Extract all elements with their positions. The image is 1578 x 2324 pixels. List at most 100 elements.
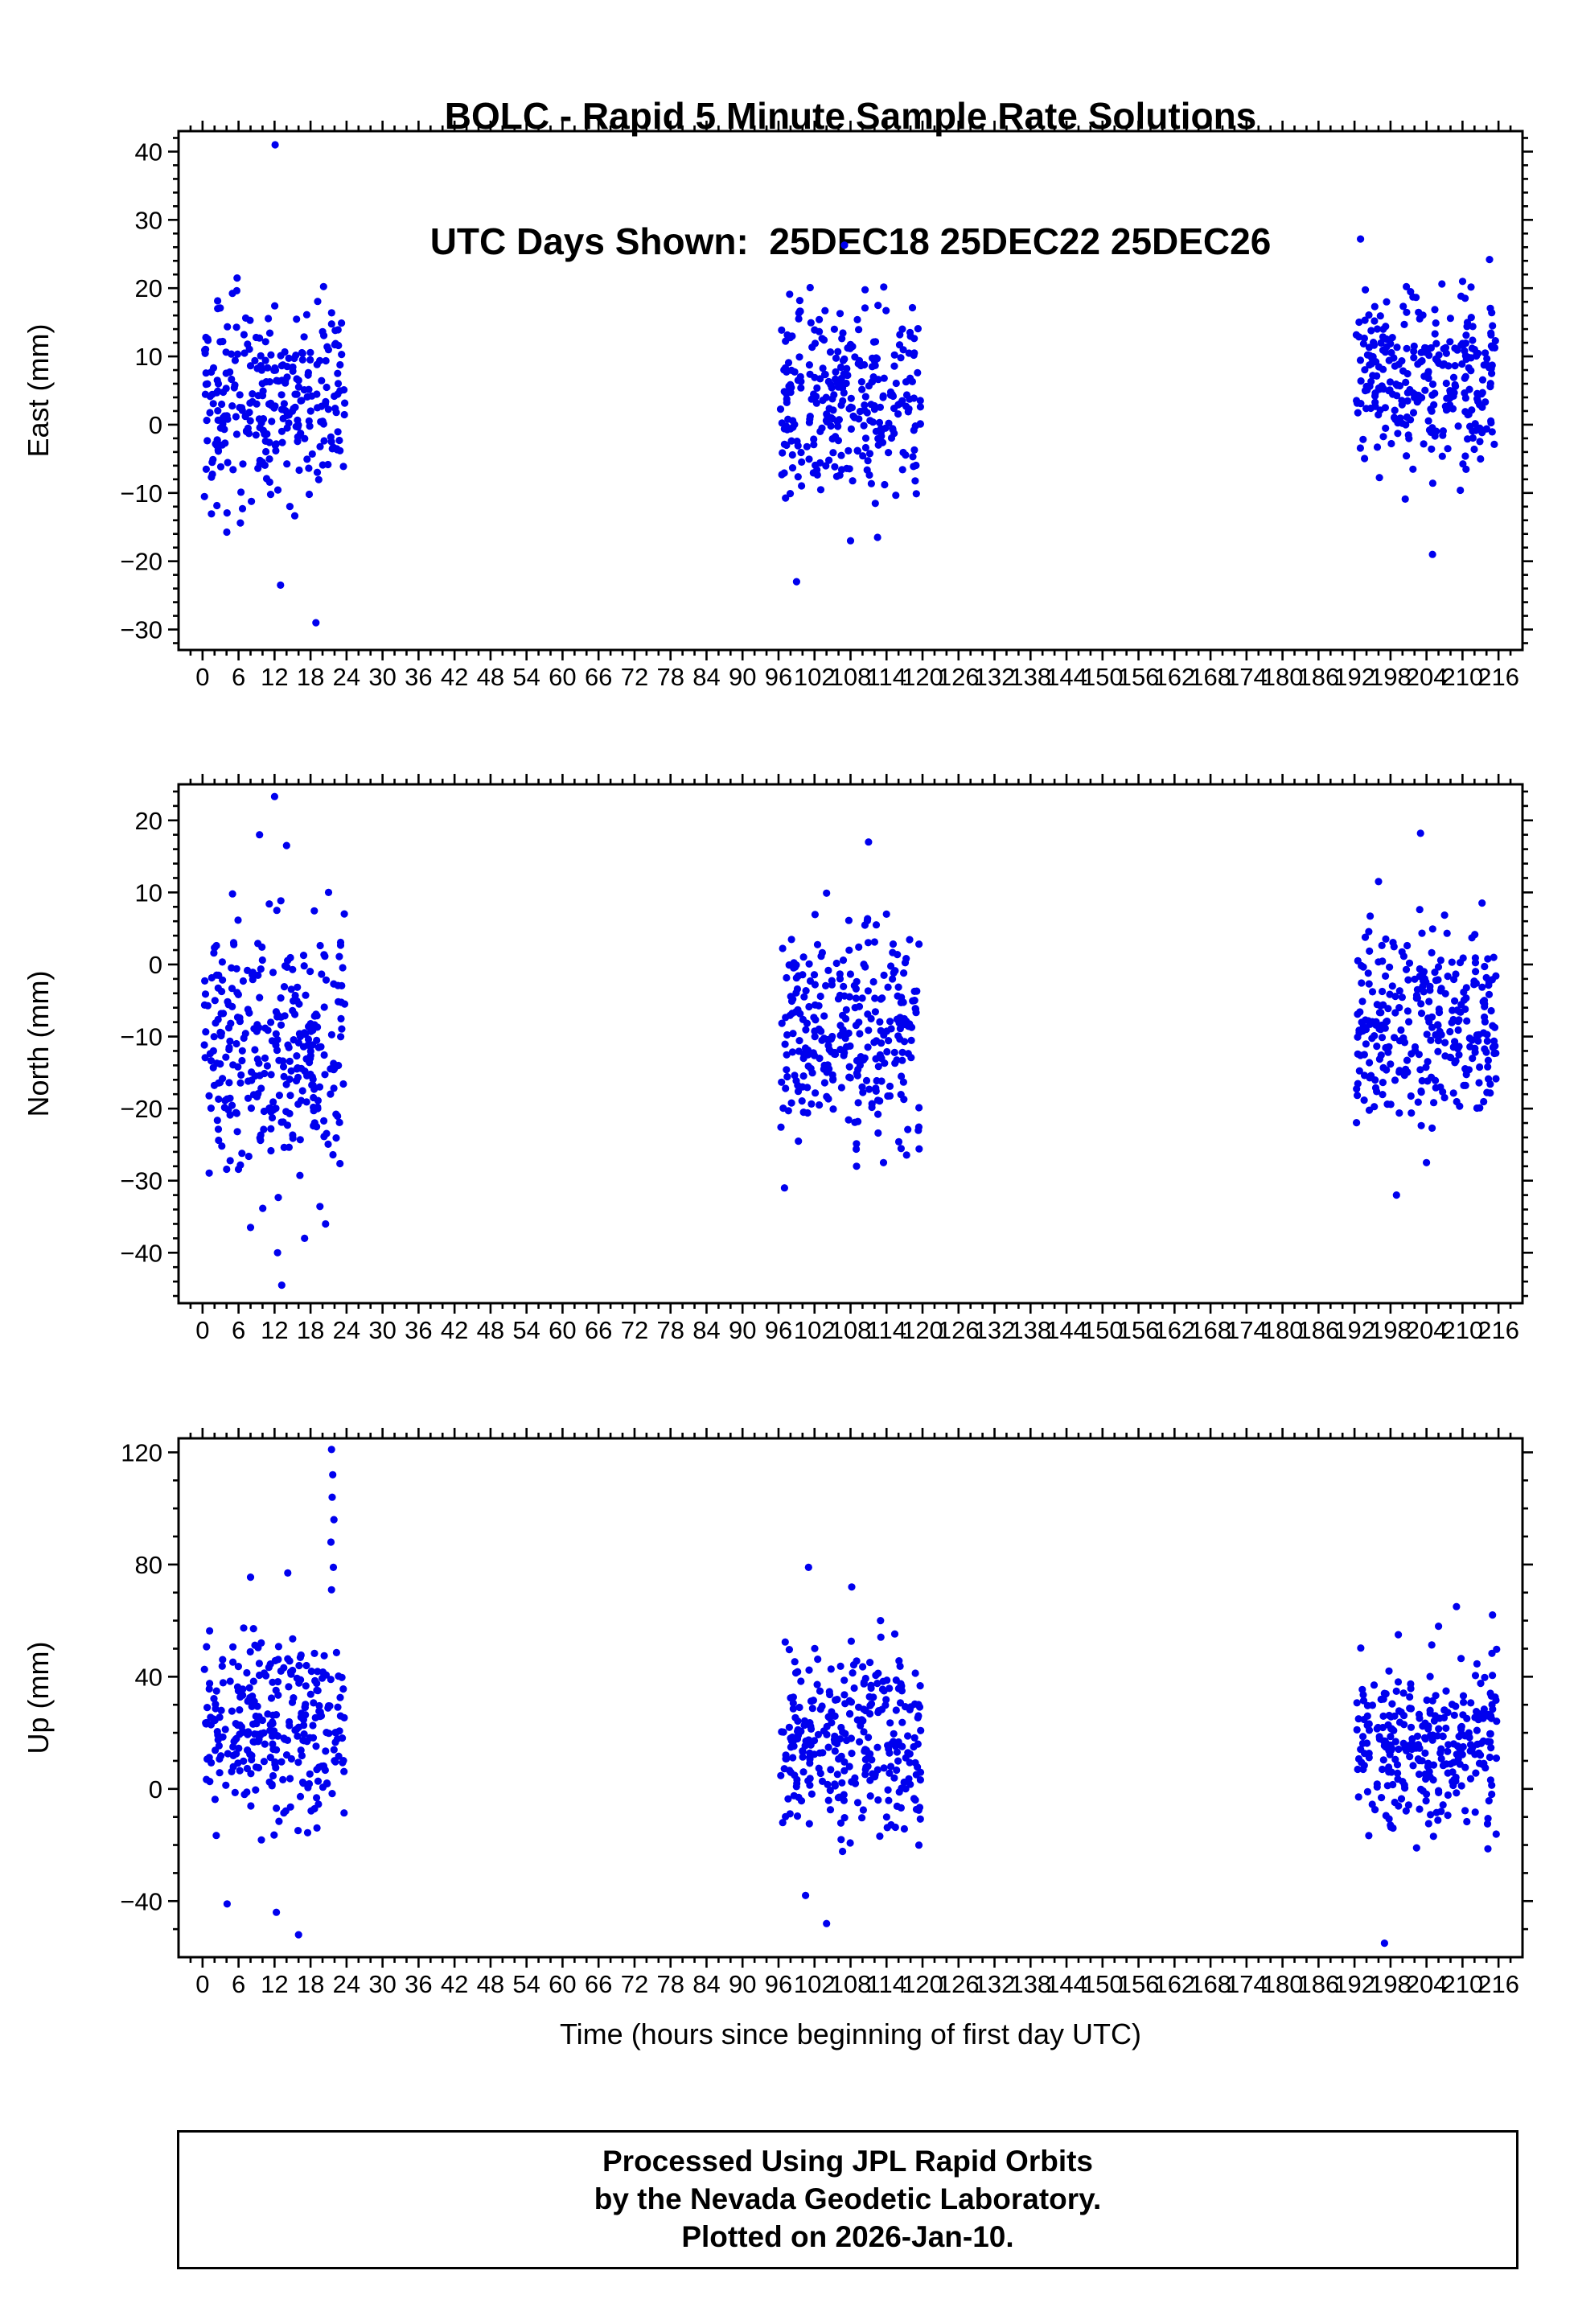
footer-box: Processed Using JPL Rapid Orbits by the … <box>177 2130 1518 2269</box>
x-tick-label: 24 <box>333 663 360 691</box>
y-tick-label: 0 <box>149 411 162 439</box>
x-tick-label: 102 <box>794 663 836 691</box>
x-tick-label: 120 <box>902 663 943 691</box>
plot-frame <box>177 783 1524 1305</box>
y-axis-title-up: Up (mm) <box>22 1642 55 1754</box>
x-tick-label: 144 <box>1046 663 1087 691</box>
y-tick-label: −20 <box>120 548 162 576</box>
x-tick-label: 66 <box>585 1970 612 1998</box>
x-tick-label: 84 <box>692 1316 720 1344</box>
x-tick-label: 12 <box>261 663 288 691</box>
x-tick-label: 60 <box>549 1970 576 1998</box>
x-tick-label: 216 <box>1477 1316 1519 1344</box>
x-tick-label: 156 <box>1118 1970 1160 1998</box>
x-tick-label: 102 <box>794 1316 836 1344</box>
x-tick-label: 132 <box>974 1316 1016 1344</box>
x-tick-label: 72 <box>621 663 648 691</box>
x-tick-label: 204 <box>1406 1970 1448 1998</box>
chart-title: BOLC - Rapid 5 Minute Sample Rate Soluti… <box>444 95 1257 137</box>
x-tick-label: 72 <box>621 1316 648 1344</box>
x-tick-label: 126 <box>938 1316 980 1344</box>
x-tick-label: 162 <box>1153 1316 1195 1344</box>
x-tick-label: 54 <box>512 1970 540 1998</box>
y-tick-label: 20 <box>135 274 162 302</box>
x-tick-label: 18 <box>297 1316 324 1344</box>
x-tick-label: 108 <box>830 663 872 691</box>
y-tick-label: 30 <box>135 206 162 234</box>
x-tick-label: 168 <box>1190 663 1231 691</box>
x-tick-label: 210 <box>1442 663 1484 691</box>
footer-line-3: Plotted on 2026-Jan-10. <box>681 2220 1014 2253</box>
x-tick-label: 174 <box>1226 663 1268 691</box>
x-tick-label: 42 <box>441 1316 468 1344</box>
x-tick-label: 72 <box>621 1970 648 1998</box>
x-tick-label: 6 <box>232 1316 245 1344</box>
y-tick-label: 0 <box>149 1775 162 1804</box>
x-tick-label: 90 <box>729 1970 756 1998</box>
x-tick-label: 96 <box>765 1316 792 1344</box>
x-tick-label: 204 <box>1406 1316 1448 1344</box>
x-tick-label: 6 <box>232 663 245 691</box>
x-tick-label: 54 <box>512 663 540 691</box>
y-tick-label: −10 <box>120 1023 162 1051</box>
x-tick-label: 18 <box>297 663 324 691</box>
x-tick-label: 192 <box>1333 1970 1375 1998</box>
x-tick-label: 210 <box>1442 1970 1484 1998</box>
panel-east: 0 6 12 18 24 30 36 42 48 54 60 66 72 78 84 90 96 10210811… <box>22 121 1533 691</box>
x-tick-label: 216 <box>1477 663 1519 691</box>
x-tick-label: 36 <box>405 663 432 691</box>
y-tick-label: −40 <box>120 1239 162 1267</box>
x-tick-label: 114 <box>867 1970 906 1998</box>
x-tick-label: 24 <box>333 1970 360 1998</box>
x-tick-label: 180 <box>1262 1316 1304 1344</box>
x-tick-label: 180 <box>1262 663 1304 691</box>
x-tick-label: 84 <box>692 663 720 691</box>
x-tick-label: 180 <box>1262 1970 1304 1998</box>
x-tick-label: 132 <box>974 1970 1016 1998</box>
x-tick-label: 186 <box>1297 1316 1339 1344</box>
x-tick-label: 132 <box>974 663 1016 691</box>
y-tick-label: −10 <box>120 479 162 508</box>
x-tick-label: 120 <box>902 1316 943 1344</box>
y-tick-label: 10 <box>135 343 162 371</box>
y-tick-label: 80 <box>135 1551 162 1579</box>
x-tick-label: 144 <box>1046 1316 1087 1344</box>
x-tick-label: 192 <box>1333 1316 1375 1344</box>
x-tick-label: 162 <box>1153 663 1195 691</box>
y-axis-title-east: East (mm) <box>22 324 55 458</box>
x-tick-label: 12 <box>261 1316 288 1344</box>
x-tick-label: 42 <box>441 663 468 691</box>
y-tick-label: 10 <box>135 878 162 907</box>
title-block: BOLC - Rapid 5 Minute Sample Rate Soluti… <box>179 11 1523 346</box>
x-tick-label: 90 <box>729 1316 756 1344</box>
x-tick-label: 210 <box>1442 1316 1484 1344</box>
x-tick-label: 126 <box>938 1970 980 1998</box>
x-tick-label: 78 <box>656 1970 684 1998</box>
x-tick-label: 168 <box>1190 1970 1231 1998</box>
x-tick-label: 138 <box>1009 1970 1051 1998</box>
footer-line-1: Processed Using JPL Rapid Orbits <box>602 2145 1093 2178</box>
x-tick-label: 120 <box>902 1970 943 1998</box>
x-tick-label: 186 <box>1297 1970 1339 1998</box>
x-tick-label: 12 <box>261 1970 288 1998</box>
x-tick-label: 150 <box>1082 1970 1124 1998</box>
x-tick-label: 66 <box>585 1316 612 1344</box>
x-tick-label: 36 <box>405 1970 432 1998</box>
x-tick-label: 60 <box>549 1316 576 1344</box>
x-tick-label: 48 <box>477 1970 504 1998</box>
footer-line-2: by the Nevada Geodetic Laboratory. <box>594 2182 1102 2215</box>
x-tick-label: 150 <box>1082 1316 1124 1344</box>
x-tick-label: 36 <box>405 1316 432 1344</box>
points-north <box>200 792 1500 1290</box>
y-tick-label: −30 <box>120 616 162 644</box>
x-tick-label: 54 <box>512 1316 540 1344</box>
x-tick-label: 162 <box>1153 1970 1195 1998</box>
x-tick-label: 108 <box>830 1316 872 1344</box>
x-tick-label: 78 <box>656 1316 684 1344</box>
x-tick-label: 102 <box>794 1970 836 1998</box>
panel-north: 0 6 12 18 24 30 36 42 48 54 60 66 72 78 84 90 96 10210811… <box>22 774 1533 1344</box>
x-tick-label: 186 <box>1297 663 1339 691</box>
x-tick-label: 198 <box>1370 1316 1412 1344</box>
x-tick-label: 6 <box>232 1970 245 1998</box>
